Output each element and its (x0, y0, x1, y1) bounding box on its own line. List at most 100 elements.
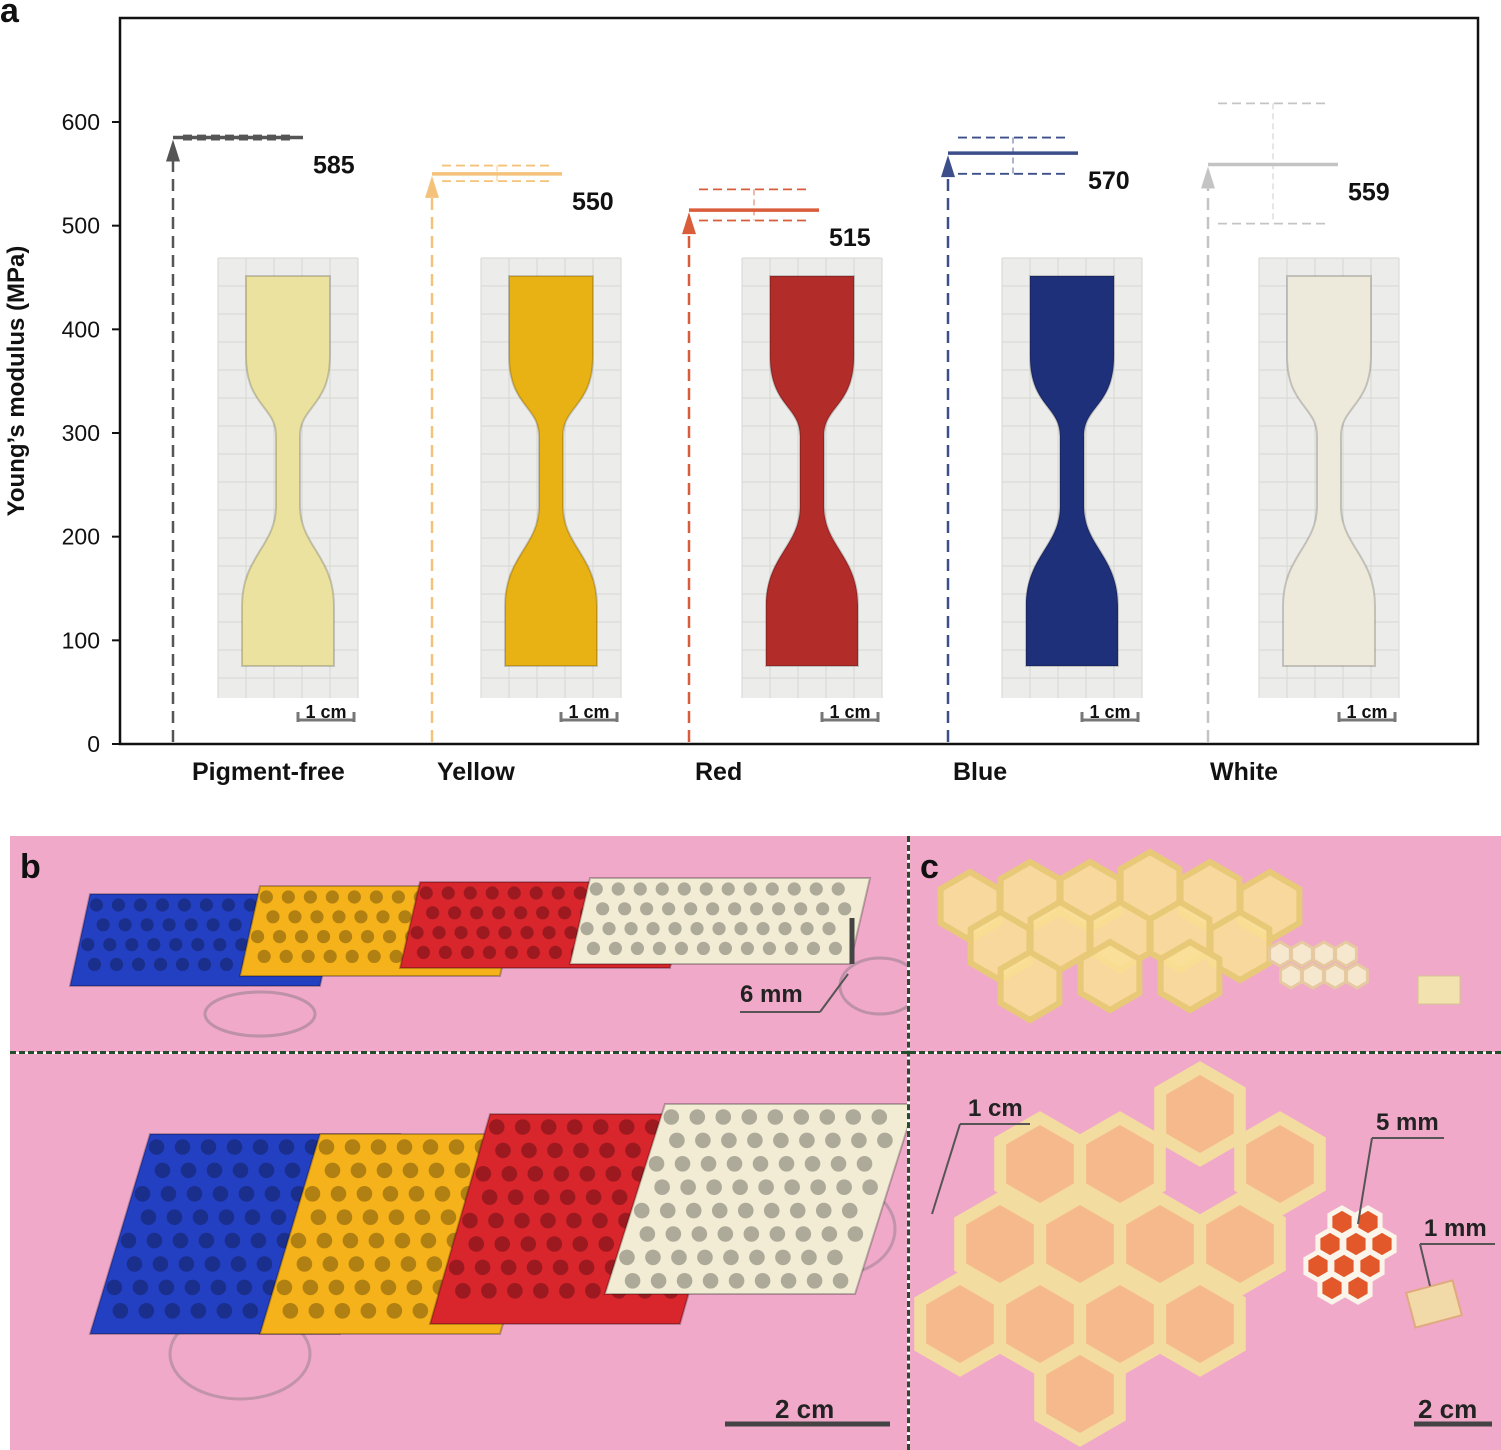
honeycomb-cell (608, 941, 623, 955)
honeycomb-cell (303, 890, 317, 904)
category-labels: Pigment-free Yellow Red Blue White (192, 758, 1278, 786)
honeycomb-cell (408, 1186, 425, 1202)
honeycomb-cell (784, 1179, 800, 1195)
small-hex (1345, 962, 1369, 990)
honeycomb-cell (752, 1156, 769, 1172)
scale-label: 1 cm (829, 702, 870, 722)
honeycomb-cell (206, 1162, 223, 1179)
honeycomb-cell (338, 930, 353, 944)
honeycomb-cell (862, 1179, 878, 1195)
honeycomb-cell (166, 1209, 183, 1225)
honeycomb-cell (650, 1273, 667, 1289)
honeycomb-cell (470, 906, 484, 920)
honeycomb-cell (243, 898, 258, 912)
honeycomb-cell (640, 902, 654, 916)
honeycomb-cell (172, 1232, 189, 1249)
honeycomb-cell (806, 1273, 823, 1289)
honeycomb-cell (498, 926, 512, 940)
honeycomb-cell (310, 910, 324, 924)
honeycomb-cell (598, 1236, 615, 1252)
honeycomb-cell (213, 938, 227, 952)
honeycomb-cell (235, 938, 249, 952)
label-1mm: 1 mm (1424, 1215, 1487, 1242)
honeycomb-cell (219, 957, 234, 971)
scale-label: 1 cm (1346, 702, 1387, 722)
honeycomb-cell (743, 882, 757, 896)
honeycomb-cell (655, 882, 669, 896)
honeycomb-cell (281, 890, 295, 904)
honeycomb-cell (619, 1249, 635, 1266)
honeycomb-cell (769, 1226, 786, 1242)
honeycomb-cell (153, 957, 168, 971)
honeycomb-cell (180, 1162, 197, 1179)
tiny-lattice (1417, 975, 1461, 1005)
scale-label: 1 cm (305, 702, 346, 722)
honeycomb-cell (652, 941, 667, 955)
honeycomb-cell (740, 941, 755, 955)
small-hex (1279, 962, 1303, 990)
honeycomb-cell (775, 1249, 791, 1266)
honeycomb-cell (572, 1236, 589, 1252)
honeycomb-cell (224, 1232, 241, 1249)
honeycomb-cell (877, 1132, 893, 1149)
block-white (568, 877, 872, 965)
honeycomb-cell (140, 1209, 157, 1225)
honeycomb-cell (96, 918, 110, 932)
honeycomb-cell (787, 882, 801, 896)
honeycomb-cell (856, 1156, 873, 1172)
honeycomb-cell (851, 1132, 867, 1149)
photo-b-top: 6 mm (10, 836, 907, 1052)
honeycomb-cell (178, 1256, 195, 1272)
honeycomb-hex (1034, 1191, 1126, 1297)
honeycomb-cell (482, 945, 497, 959)
small-hex (1268, 940, 1292, 968)
honeycomb-cell (356, 1186, 373, 1202)
honeycomb-cell (677, 882, 691, 896)
honeycomb-cell (475, 1166, 492, 1182)
honeycomb-cell (344, 1139, 361, 1155)
label-5mm: 5 mm (1376, 1109, 1439, 1136)
divider-h-b (10, 1051, 907, 1054)
honeycomb-cell (259, 890, 273, 904)
honeycomb-cell (793, 1109, 810, 1125)
honeycomb-cell (177, 898, 192, 912)
honeycomb-cell (639, 1226, 656, 1242)
honeycomb-cell (462, 1212, 478, 1229)
honeycomb-cell (448, 1259, 465, 1276)
honeycomb-cell (420, 1232, 437, 1249)
honeycomb-cell (778, 922, 792, 936)
honeycomb-cell (514, 1212, 530, 1229)
honeycomb-cell (592, 1119, 609, 1135)
honeycomb-cell (580, 922, 594, 936)
honeycomb-cell (711, 1202, 728, 1219)
honeycomb-cell (611, 882, 625, 896)
honeycomb-cell (831, 882, 845, 896)
y-tick-label: 300 (62, 420, 100, 446)
youngs-modulus-chart: 0 100 200 300 400 500 600 Young’s modulus (MPa… (3, 16, 1480, 786)
honeycomb-cell (278, 1139, 295, 1155)
honeycomb-cell (488, 1212, 504, 1229)
honeycomb-cell (111, 898, 126, 912)
honeycomb-cell (630, 941, 645, 955)
honeycomb-cell (133, 898, 148, 912)
arrow-head (682, 212, 696, 235)
honeycomb-cell (192, 1209, 209, 1225)
honeycomb-cell (507, 1189, 524, 1205)
honeycomb-cell (794, 902, 808, 916)
honeycomb-cell (495, 1142, 511, 1159)
honeycomb-cell (552, 1259, 569, 1276)
y-axis-label: Young’s modulus (MPa) (3, 246, 30, 517)
honeycomb-cell (573, 886, 587, 900)
honeycomb-cell (596, 902, 610, 916)
honeycomb-cell (533, 1283, 549, 1299)
honeycomb-cell (715, 1109, 732, 1125)
honeycomb-cell (138, 1303, 155, 1319)
honeycomb-cell (602, 922, 616, 936)
scale-label-6mm: 6 mm (740, 981, 803, 1008)
honeycomb-cell (728, 1273, 745, 1289)
honeycomb-cell (210, 1279, 227, 1296)
honeycomb-cell (226, 1139, 243, 1155)
honeycomb-cell (448, 1139, 465, 1155)
honeycomb-cell (646, 922, 660, 936)
honeycomb-hex (997, 948, 1063, 1024)
